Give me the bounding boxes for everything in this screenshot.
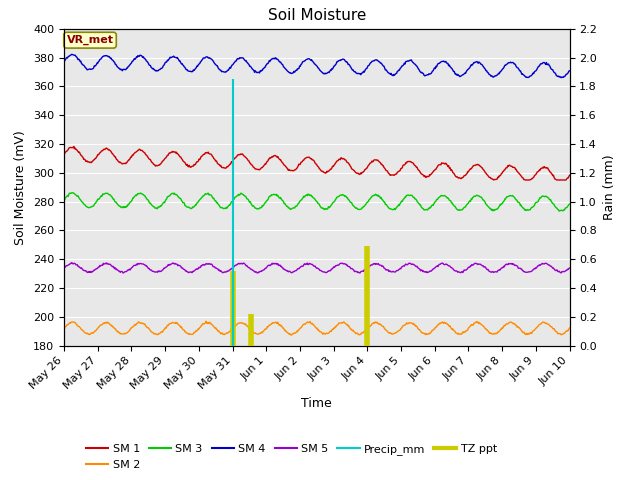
Text: VR_met: VR_met (67, 35, 113, 45)
Title: Soil Moisture: Soil Moisture (268, 9, 366, 24)
Y-axis label: Soil Moisture (mV): Soil Moisture (mV) (15, 130, 28, 245)
X-axis label: Time: Time (301, 397, 332, 410)
Legend: SM 1, SM 2, SM 3, SM 4, SM 5, Precip_mm, TZ ppt: SM 1, SM 2, SM 3, SM 4, SM 5, Precip_mm,… (81, 440, 502, 474)
Y-axis label: Rain (mm): Rain (mm) (603, 155, 616, 220)
